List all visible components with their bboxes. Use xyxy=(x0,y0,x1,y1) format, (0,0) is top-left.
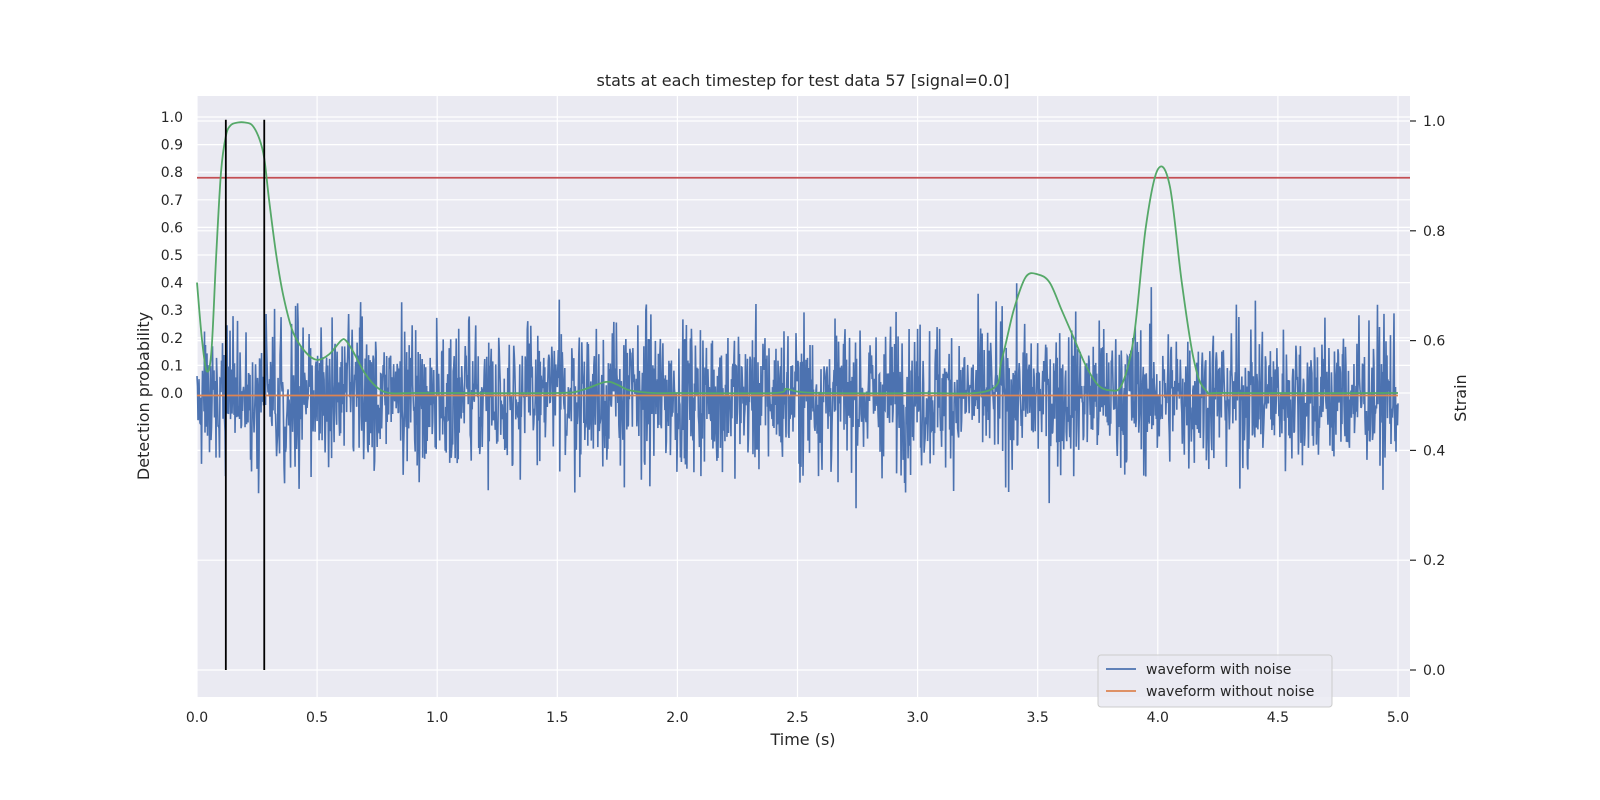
x-tick-label: 5.0 xyxy=(1387,710,1409,726)
left-y-tick-label: 0.7 xyxy=(161,193,183,209)
right-y-tick-label: 0.8 xyxy=(1423,224,1445,240)
x-tick-label: 2.0 xyxy=(666,710,688,726)
right-y-axis: 0.0 0.2 0.4 0.6 0.8 1.0 xyxy=(1410,114,1445,679)
left-y-tick-label: 0.0 xyxy=(161,386,183,402)
x-tick-label: 0.0 xyxy=(186,710,208,726)
legend: waveform with noise waveform without noi… xyxy=(1097,654,1333,708)
left-y-tick-label: 0.6 xyxy=(161,220,183,236)
x-tick-label: 4.5 xyxy=(1267,710,1289,726)
series-waveform-with-noise xyxy=(196,283,1399,509)
x-tick-label: 1.5 xyxy=(546,710,568,726)
x-axis-label: Time (s) xyxy=(769,730,835,749)
legend-box xyxy=(1097,654,1333,708)
right-y-tick-label: 0.6 xyxy=(1423,334,1445,350)
x-tick-label: 2.5 xyxy=(786,710,808,726)
right-y-tick-label: 0.2 xyxy=(1423,553,1445,569)
chart-title: stats at each timestep for test data 57 … xyxy=(597,71,1010,90)
left-y-tick-label: 0.4 xyxy=(161,276,183,292)
right-y-tick-label: 0.4 xyxy=(1423,443,1445,459)
left-y-tick-label: 0.1 xyxy=(161,358,183,374)
legend-label-waveform-with-noise: waveform with noise xyxy=(1146,662,1291,678)
x-tick-label: 1.0 xyxy=(426,710,448,726)
x-tick-label: 3.5 xyxy=(1027,710,1049,726)
right-y-tick-label: 1.0 xyxy=(1423,114,1445,130)
left-y-axis-label: Detection probability xyxy=(134,312,153,480)
vertical-markers xyxy=(224,119,266,670)
x-tick-label: 4.0 xyxy=(1147,710,1169,726)
left-y-tick-label: 0.5 xyxy=(161,248,183,264)
left-y-tick-label: 0.2 xyxy=(161,331,183,347)
left-y-tick-label: 0.8 xyxy=(161,165,183,181)
legend-label-waveform-without-noise: waveform without noise xyxy=(1146,684,1314,700)
right-y-axis-label: Strain xyxy=(1451,374,1470,421)
left-y-axis: 0.0 0.1 0.2 0.3 0.4 0.5 0.6 0.7 0.8 0.9 1.0 xyxy=(161,110,183,402)
waveform-with-noise-line xyxy=(196,283,1399,509)
left-y-tick-label: 0.9 xyxy=(161,138,183,154)
left-y-tick-label: 0.3 xyxy=(161,303,183,319)
x-tick-label: 0.5 xyxy=(306,710,328,726)
detection-probability-line xyxy=(196,121,1398,395)
series-lines xyxy=(196,121,1410,397)
right-y-tick-label: 0.0 xyxy=(1423,663,1445,679)
left-y-tick-label: 1.0 xyxy=(161,110,183,126)
x-tick-label: 3.0 xyxy=(906,710,928,726)
x-axis: 0.0 0.5 1.0 1.5 2.0 2.5 3.0 3.5 4.0 4.5 5.0 xyxy=(186,710,1409,726)
